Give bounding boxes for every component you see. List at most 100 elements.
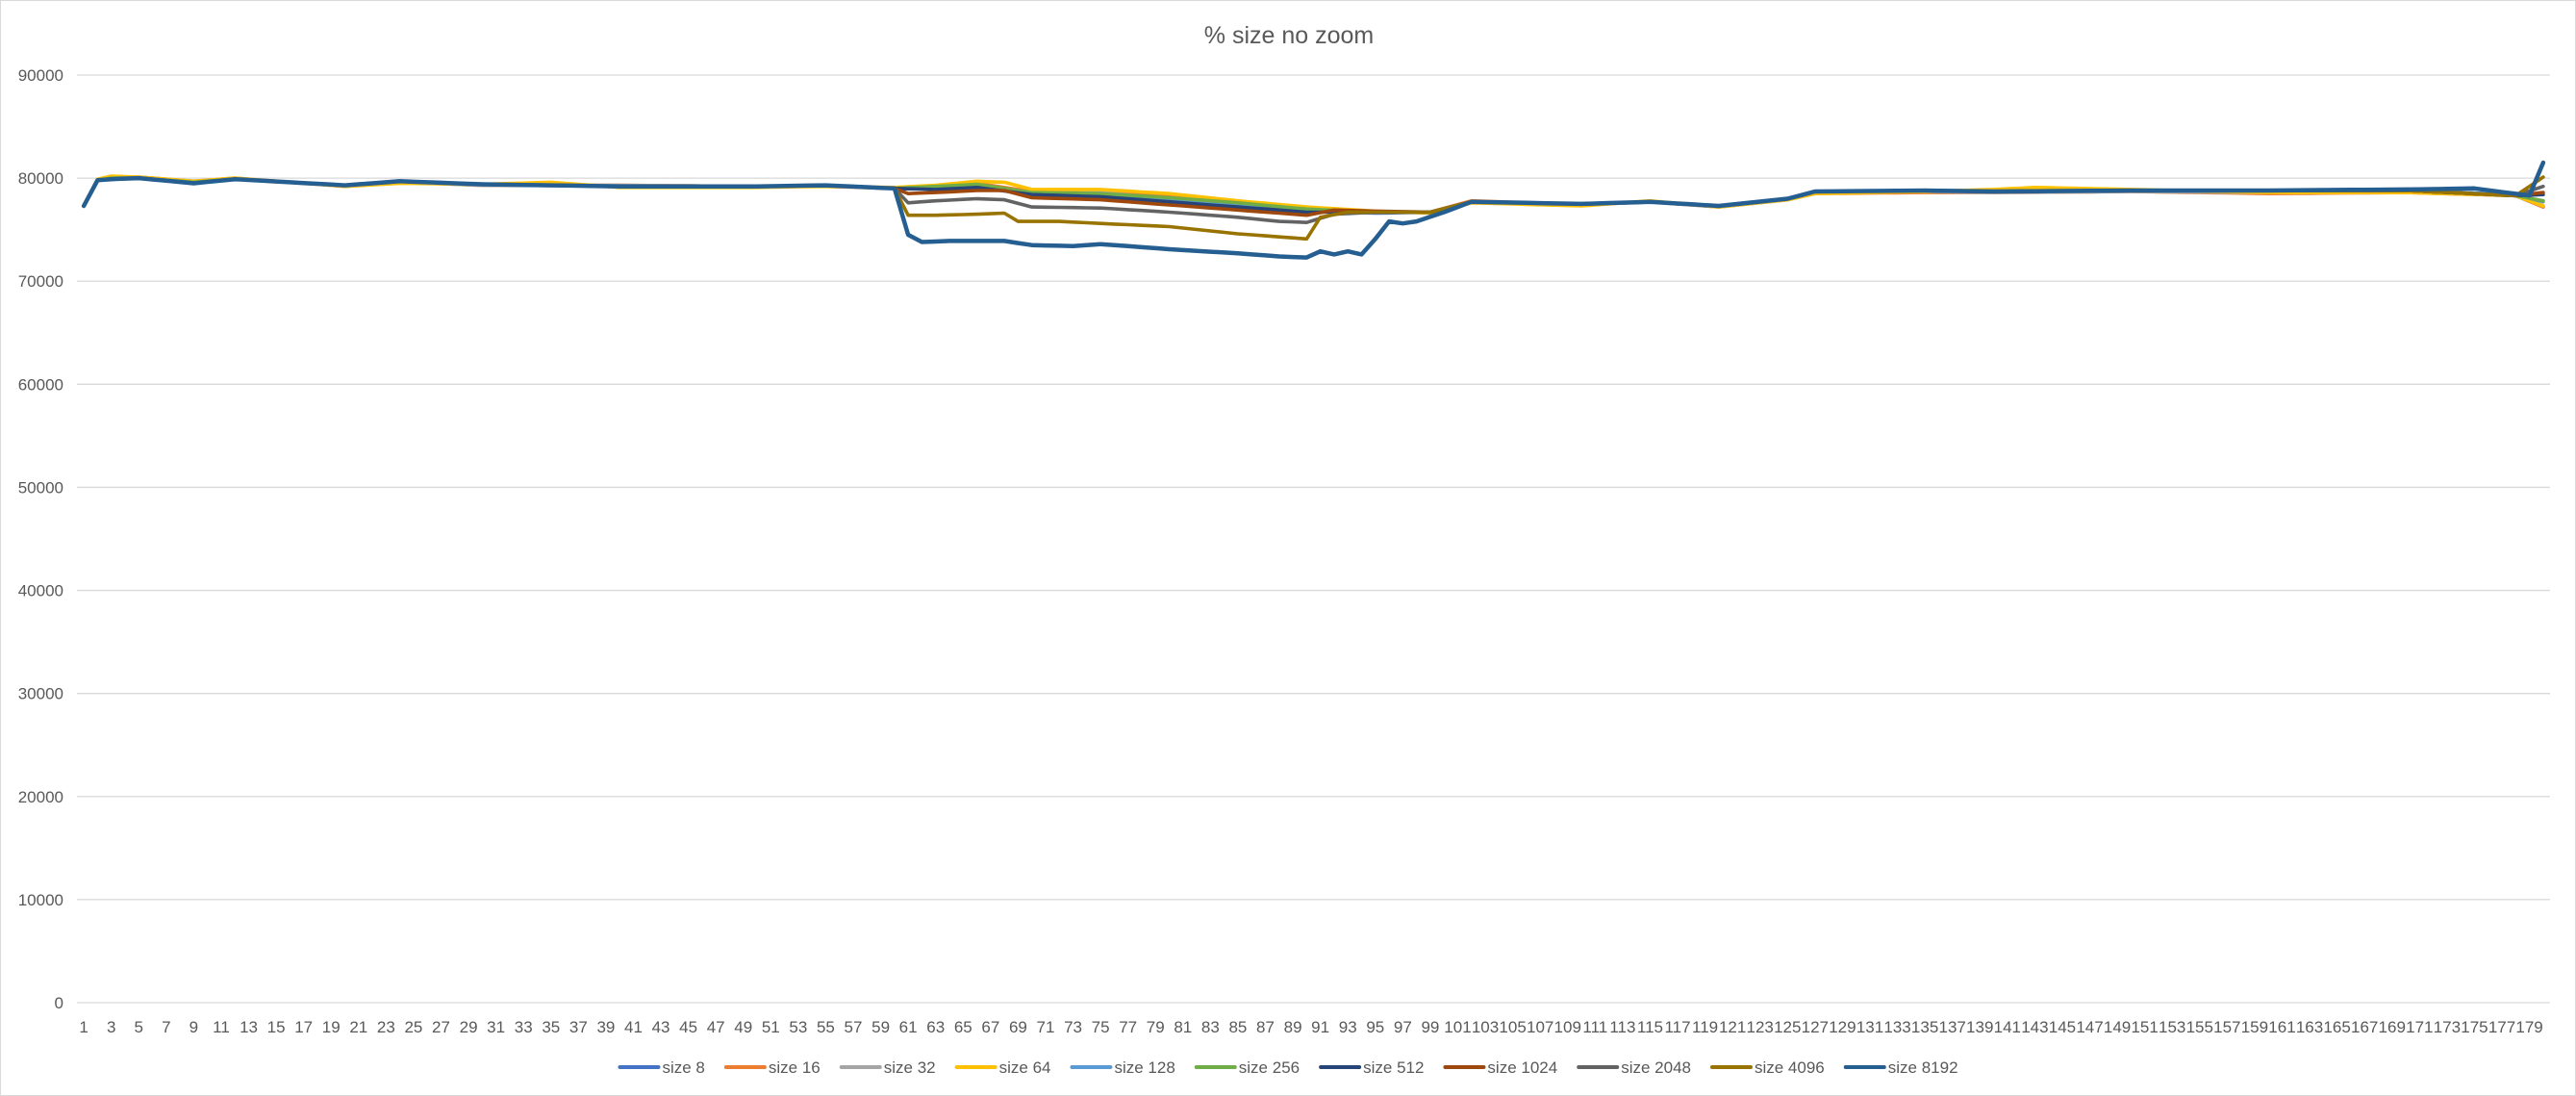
x-tick-label: 99 [1421, 1018, 1439, 1036]
x-tick-label: 41 [624, 1018, 643, 1036]
legend-label: size 128 [1114, 1058, 1174, 1077]
x-tick-label: 149 [2104, 1018, 2131, 1036]
x-tick-label: 79 [1147, 1018, 1165, 1036]
x-tick-label: 33 [515, 1018, 533, 1036]
x-tick-label: 67 [981, 1018, 999, 1036]
x-tick-label: 155 [2186, 1018, 2213, 1036]
x-tick-label: 107 [1527, 1018, 1553, 1036]
x-tick-label: 139 [1966, 1018, 1993, 1036]
x-tick-label: 113 [1609, 1018, 1635, 1036]
x-tick-label: 105 [1499, 1018, 1526, 1036]
x-tick-label: 169 [2379, 1018, 2406, 1036]
x-tick-label: 77 [1119, 1018, 1137, 1036]
legend-label: size 2048 [1621, 1058, 1691, 1077]
x-tick-label: 73 [1064, 1018, 1082, 1036]
x-tick-label: 49 [734, 1018, 752, 1036]
legend-item[interactable]: size 64 [954, 1058, 1051, 1077]
legend: size 8 size 16 size 32 size 64 size 128 size … [618, 1058, 1958, 1077]
legend-item[interactable]: size 256 [1194, 1058, 1300, 1077]
x-tick-label: 117 [1664, 1018, 1690, 1036]
x-tick-label: 141 [1994, 1018, 2021, 1036]
x-tick-label: 71 [1037, 1018, 1055, 1036]
legend-item[interactable]: size 4096 [1709, 1058, 1825, 1077]
legend-item[interactable]: size 1024 [1443, 1058, 1557, 1077]
x-tick-label: 111 [1582, 1018, 1607, 1036]
x-tick-label: 161 [2268, 1018, 2295, 1036]
legend-item[interactable]: size 32 [839, 1058, 936, 1077]
x-tick-label: 23 [377, 1018, 395, 1036]
x-tick-label: 165 [2323, 1018, 2350, 1036]
x-tick-label: 129 [1829, 1018, 1856, 1036]
x-tick-label: 163 [2296, 1018, 2323, 1036]
y-axis-ticks: 0 10000 20000 30000 40000 50000 60000 70000 8000… [18, 66, 63, 1012]
x-tick-label: 11 [213, 1018, 230, 1036]
y-tick-label: 30000 [18, 685, 63, 703]
x-tick-label: 131 [1856, 1018, 1883, 1036]
y-tick-label: 20000 [18, 788, 63, 806]
x-tick-label: 93 [1339, 1018, 1357, 1036]
series-line-size-8192 [81, 160, 2546, 260]
x-tick-label: 103 [1472, 1018, 1499, 1036]
y-tick-label: 0 [55, 994, 63, 1012]
x-tick-label: 35 [542, 1018, 560, 1036]
y-tick-label: 80000 [18, 169, 63, 188]
y-tick-label: 90000 [18, 66, 63, 85]
legend-label: size 4096 [1755, 1058, 1825, 1077]
x-tick-label: 159 [2241, 1018, 2268, 1036]
x-tick-label: 1 [79, 1018, 88, 1036]
x-tick-label: 59 [871, 1018, 890, 1036]
x-tick-label: 135 [1911, 1018, 1938, 1036]
x-tick-label: 53 [789, 1018, 807, 1036]
legend-item[interactable]: size 2048 [1577, 1058, 1691, 1077]
x-tick-label: 75 [1092, 1018, 1110, 1036]
x-tick-label: 25 [404, 1018, 422, 1036]
y-tick-label: 40000 [18, 582, 63, 600]
x-tick-label: 87 [1256, 1018, 1275, 1036]
legend-item[interactable]: size 16 [723, 1058, 821, 1077]
x-tick-label: 91 [1311, 1018, 1329, 1036]
x-tick-label: 175 [2461, 1018, 2488, 1036]
x-tick-label: 45 [679, 1018, 697, 1036]
x-tick-label: 17 [294, 1018, 313, 1036]
x-tick-label: 145 [2049, 1018, 2076, 1036]
x-tick-label: 101 [1444, 1018, 1471, 1036]
legend-item[interactable]: size 128 [1070, 1058, 1175, 1077]
x-tick-label: 27 [432, 1018, 450, 1036]
x-tick-label: 3 [107, 1018, 115, 1036]
series-lines [81, 160, 2546, 260]
x-axis-ticks: 1 3 5 7 9 11 13 15 17 19 21 23 25 27 29 31 33 35 37 39 41 43 4… [79, 1018, 2542, 1036]
chart-title: % size no zoom [1204, 22, 1374, 49]
x-tick-label: 109 [1554, 1018, 1581, 1036]
x-tick-label: 21 [349, 1018, 367, 1036]
x-tick-label: 65 [954, 1018, 972, 1036]
x-tick-label: 47 [707, 1018, 725, 1036]
x-tick-label: 63 [926, 1018, 945, 1036]
x-tick-label: 7 [162, 1018, 170, 1036]
legend-label: size 8 [662, 1058, 704, 1077]
legend-item[interactable]: size 8192 [1843, 1058, 1958, 1077]
y-tick-label: 10000 [18, 891, 63, 909]
x-tick-label: 147 [2076, 1018, 2103, 1036]
x-tick-label: 43 [652, 1018, 670, 1036]
legend-item[interactable]: size 512 [1319, 1058, 1424, 1077]
x-tick-label: 153 [2159, 1018, 2185, 1036]
x-tick-label: 167 [2351, 1018, 2378, 1036]
gridlines [77, 74, 2550, 1004]
x-tick-label: 125 [1774, 1018, 1801, 1036]
x-tick-label: 171 [2406, 1018, 2433, 1036]
x-tick-label: 127 [1802, 1018, 1829, 1036]
x-tick-label: 143 [2021, 1018, 2048, 1036]
legend-item[interactable]: size 8 [618, 1058, 705, 1077]
y-tick-label: 50000 [18, 478, 63, 497]
x-tick-label: 89 [1284, 1018, 1302, 1036]
legend-label: size 1024 [1487, 1058, 1557, 1077]
x-tick-label: 29 [460, 1018, 478, 1036]
y-tick-label: 60000 [18, 375, 63, 394]
x-tick-label: 133 [1883, 1018, 1910, 1036]
x-tick-label: 39 [596, 1018, 615, 1036]
x-tick-label: 61 [899, 1018, 918, 1036]
x-tick-label: 119 [1692, 1018, 1718, 1036]
legend-label: size 512 [1363, 1058, 1424, 1077]
x-tick-label: 179 [2515, 1018, 2542, 1036]
